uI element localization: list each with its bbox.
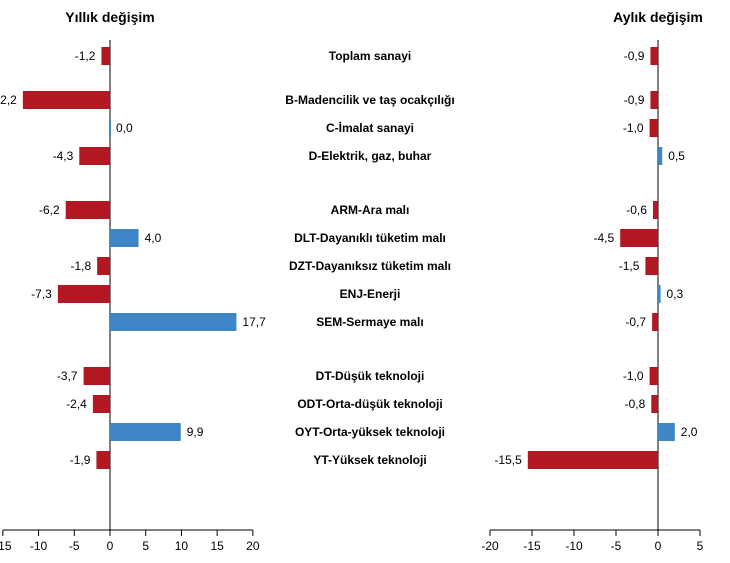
left-value-label: -6,2 [39,203,60,217]
category-label: C-İmalat sanayi [326,120,414,135]
left-value-label: -7,3 [31,287,52,301]
category-label: ARM-Ara malı [331,203,410,217]
right-bar [650,91,658,109]
category-label: SEM-Sermaye malı [316,315,423,329]
right-tick-label: -15 [523,539,541,553]
right-bar [653,201,658,219]
left-value-label: -2,4 [66,397,87,411]
right-value-label: 2,0 [681,425,698,439]
right-tick-label: 5 [697,539,704,553]
right-bar [658,147,662,165]
left-title: Yıllık değişim [65,9,154,25]
category-label: YT-Yüksek teknoloji [313,453,426,467]
left-bar [97,257,110,275]
right-bar [650,119,658,137]
left-value-label: -1,8 [70,259,91,273]
left-bar [93,395,110,413]
left-value-label: -1,9 [70,453,91,467]
right-bar [620,229,658,247]
right-value-label: -1,0 [623,369,644,383]
right-bar [528,451,658,469]
left-tick-label: 0 [107,539,114,553]
left-tick-label: -15 [0,539,12,553]
right-value-label: -0,6 [626,203,647,217]
left-value-label: -12,2 [0,93,17,107]
right-bar [658,423,675,441]
left-tick-label: -5 [69,539,80,553]
left-bar [23,91,110,109]
category-label: ENJ-Enerji [340,287,401,301]
right-value-label: -1,0 [623,121,644,135]
right-value-label: -4,5 [594,231,615,245]
left-bar [110,423,181,441]
category-label: DLT-Dayanıklı tüketim malı [294,231,446,245]
left-value-label: -3,7 [57,369,78,383]
right-title: Aylık değişim [613,9,703,25]
right-tick-label: -20 [481,539,499,553]
right-bar [658,285,661,303]
category-label: Toplam sanayi [329,49,411,63]
category-label: ODT-Orta-düşük teknoloji [297,397,442,411]
right-tick-label: 0 [655,539,662,553]
right-value-label: -0,8 [625,397,646,411]
left-bar [84,367,110,385]
right-value-label: -1,5 [619,259,640,273]
right-tick-label: -10 [565,539,583,553]
right-value-label: 0,3 [667,287,684,301]
left-value-label: -4,3 [53,149,74,163]
dual-bar-chart: Yıllık değişim Aylık değişim -15 -10 -5 0 5 10 1… [0,0,730,563]
left-bar [66,201,110,219]
left-value-label: 9,9 [187,425,204,439]
right-bar [645,257,658,275]
right-tick-label: -5 [611,539,622,553]
left-bar [96,451,110,469]
left-bar [110,313,236,331]
left-bar [58,285,110,303]
category-label: B-Madencilik ve taş ocakçılığı [285,93,454,107]
right-value-label: -0,9 [624,49,645,63]
left-bar [79,147,110,165]
left-tick-label: 5 [142,539,149,553]
left-bar [101,47,110,65]
left-value-label: 0,0 [116,121,133,135]
right-bar [650,367,658,385]
right-value-label: 0,5 [668,149,685,163]
left-tick-label: 15 [210,539,224,553]
right-value-label: -15,5 [494,453,522,467]
left-bar [110,119,111,137]
category-label: D-Elektrik, gaz, buhar [309,149,432,163]
category-label: OYT-Orta-yüksek teknoloji [295,425,445,439]
left-tick-label: 20 [246,539,260,553]
right-bar [651,395,658,413]
category-label: DT-Düşük teknoloji [316,369,425,383]
left-value-label: 4,0 [145,231,162,245]
right-value-label: -0,7 [625,315,646,329]
right-bar [652,313,658,331]
left-tick-label: -10 [30,539,48,553]
chart-svg: Yıllık değişim Aylık değişim -15 -10 -5 0 5 10 1… [0,0,730,563]
category-label: DZT-Dayanıksız tüketim malı [289,259,451,273]
left-value-label: -1,2 [75,49,96,63]
left-value-label: 17,7 [242,315,266,329]
left-tick-label: 10 [175,539,189,553]
left-bar [110,229,139,247]
right-value-label: -0,9 [624,93,645,107]
right-bar [650,47,658,65]
